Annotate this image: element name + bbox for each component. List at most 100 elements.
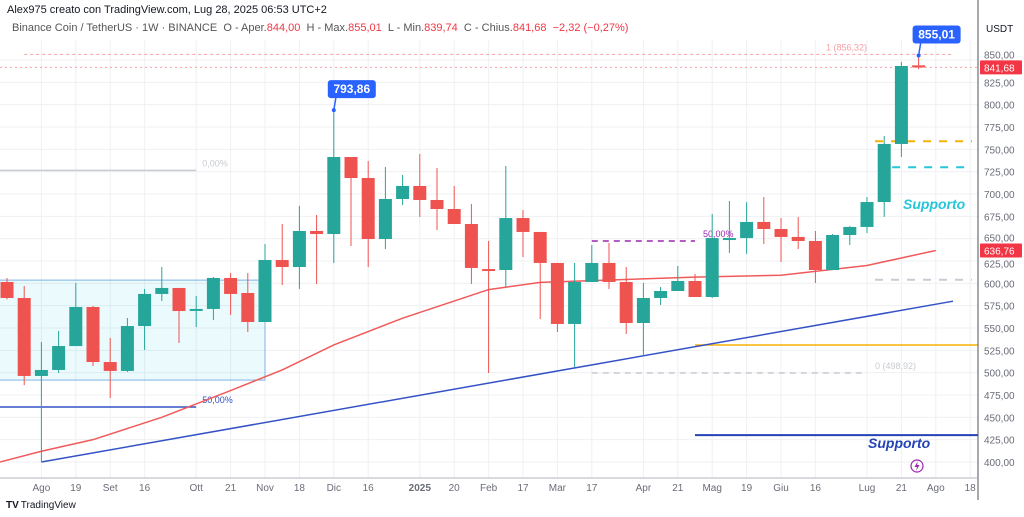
candle	[464, 203, 478, 284]
callout-box	[912, 25, 961, 44]
candle	[0, 277, 14, 300]
tradingview-logo: TV TradingView	[6, 500, 76, 511]
y-tick-label: 575,00	[984, 302, 1015, 313]
moving-average-line	[0, 249, 936, 463]
candle-body	[310, 230, 324, 235]
x-tick-label: Nov	[256, 483, 274, 494]
candle	[430, 167, 444, 230]
candle-body	[791, 236, 805, 241]
candle	[310, 214, 324, 284]
y-tick-label: 425,00	[984, 436, 1015, 447]
callout-anchor	[331, 108, 336, 113]
candle-body	[636, 297, 650, 323]
candle-body	[172, 287, 186, 312]
price-badge-label: 636,76	[984, 246, 1015, 257]
candle-body	[292, 230, 306, 267]
candle	[791, 216, 805, 250]
candle-body	[138, 293, 152, 327]
candle-body	[585, 262, 599, 282]
candle-body	[843, 226, 857, 235]
price-badge-label: 841,68	[984, 63, 1015, 74]
candle	[757, 197, 771, 245]
x-tick-label: 21	[672, 483, 684, 494]
lightning-icon[interactable]	[910, 459, 924, 473]
candle	[860, 197, 874, 234]
price-axis-bg	[978, 0, 1024, 478]
candle-body	[464, 224, 478, 268]
candle-body	[103, 362, 117, 371]
candle-body	[654, 291, 668, 298]
candle	[636, 282, 650, 356]
currency-label: USDT	[986, 24, 1013, 35]
callout-label: 855,01	[918, 28, 955, 42]
candle	[224, 272, 238, 315]
candle	[138, 288, 152, 350]
y-tick-label: 700,00	[984, 190, 1015, 201]
candle	[740, 202, 754, 255]
y-tick-label: 400,00	[984, 458, 1015, 469]
candle	[206, 276, 220, 320]
candle	[103, 337, 117, 399]
candle	[688, 274, 702, 297]
candle	[516, 209, 530, 257]
candle-body	[258, 260, 272, 323]
x-tick-label: 18	[965, 483, 977, 494]
candle-body	[774, 229, 788, 237]
x-tick-label: 19	[741, 483, 753, 494]
x-tick-label: Mar	[549, 483, 567, 494]
candle	[447, 185, 461, 225]
brand-name: TradingView	[20, 500, 76, 511]
candle	[602, 243, 616, 289]
low-label: L - Min.	[387, 22, 425, 34]
y-tick-label: 750,00	[984, 145, 1015, 156]
candle	[808, 230, 822, 283]
x-tick-label: Dic	[327, 483, 341, 494]
y-tick-label: 475,00	[984, 391, 1015, 402]
candle-body	[516, 218, 530, 232]
candle-body	[877, 143, 891, 203]
candle-body	[705, 238, 719, 297]
y-tick-label: 775,00	[984, 123, 1015, 134]
candle	[155, 266, 169, 302]
x-tick-label: 21	[896, 483, 908, 494]
callout-pointer	[917, 43, 922, 56]
x-tick-label: Apr	[636, 483, 652, 494]
candle	[671, 265, 685, 292]
candle-body	[86, 306, 100, 363]
candle-body	[155, 287, 169, 294]
x-tick-label: Giu	[773, 483, 789, 494]
price-badge	[980, 60, 1022, 75]
candle	[550, 262, 564, 333]
open-value: 844,00	[266, 22, 301, 34]
trendline	[41, 300, 954, 463]
candle-body	[0, 281, 14, 298]
candle-body	[688, 281, 702, 297]
candle	[413, 153, 427, 217]
candle-body	[757, 221, 771, 230]
y-tick-label: 850,00	[984, 50, 1015, 61]
candle-body	[894, 65, 908, 144]
candle	[34, 342, 48, 462]
y-tick-label: 450,00	[984, 413, 1015, 424]
x-tick-label: Feb	[480, 483, 498, 494]
candle-body	[17, 297, 31, 376]
candle	[585, 245, 599, 282]
candle	[396, 174, 410, 205]
x-tick-label: 16	[139, 483, 151, 494]
candle	[877, 136, 891, 217]
candle-body	[120, 326, 134, 371]
candle-body	[826, 234, 840, 271]
candle-body	[206, 277, 220, 309]
candle	[378, 167, 392, 250]
candle	[619, 266, 633, 334]
y-tick-label: 500,00	[984, 369, 1015, 380]
candle-body	[413, 185, 427, 200]
x-tick-label: 18	[294, 483, 306, 494]
candle	[292, 205, 306, 289]
symbol-name[interactable]: Binance Coin / TetherUS · 1W · BINANCE	[12, 22, 218, 34]
candle	[344, 157, 358, 246]
candle-body	[482, 269, 496, 272]
candle	[722, 200, 736, 253]
candle	[826, 234, 840, 271]
